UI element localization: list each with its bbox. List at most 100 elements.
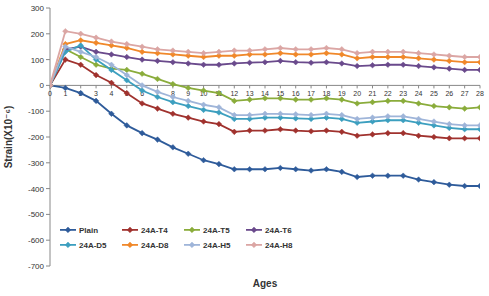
series-marker [231, 98, 237, 104]
series-marker [247, 128, 253, 134]
x-tick-label: 16 [292, 90, 300, 97]
series-marker [278, 165, 284, 171]
series-marker [324, 59, 330, 65]
series-marker [477, 105, 480, 111]
legend-marker [127, 227, 133, 233]
series-marker [416, 56, 422, 62]
legend-label: 24A-T6 [265, 226, 292, 235]
series-marker [216, 62, 222, 68]
series-marker [139, 44, 145, 50]
series-marker [278, 96, 284, 102]
series-marker [431, 103, 437, 109]
series-marker [416, 101, 422, 107]
series-marker [185, 61, 191, 67]
series-marker [139, 101, 145, 107]
series-marker [446, 182, 452, 188]
x-tick-label: 28 [476, 90, 484, 97]
x-tick-label: 25 [430, 90, 438, 97]
series-marker [416, 177, 422, 183]
series-marker [385, 130, 391, 136]
series-marker [462, 106, 468, 112]
x-tick-label: 19 [338, 90, 346, 97]
series-marker [400, 173, 406, 179]
series-marker [216, 49, 222, 55]
series-marker [155, 106, 161, 112]
series-marker [247, 112, 253, 118]
series-marker [354, 56, 360, 62]
series-marker [293, 128, 299, 134]
series-marker [247, 97, 253, 103]
series-marker [446, 53, 452, 59]
series-marker [385, 98, 391, 104]
series-marker [201, 119, 207, 125]
series-marker [262, 59, 268, 65]
series-marker [78, 62, 84, 68]
series-marker [262, 128, 268, 134]
series-marker [170, 94, 176, 100]
series-marker [278, 126, 284, 132]
series-marker [416, 50, 422, 56]
series-marker [324, 45, 330, 51]
series-marker [293, 97, 299, 103]
series-marker [339, 112, 345, 118]
series-marker [400, 114, 406, 120]
series-marker [109, 80, 115, 86]
series-marker [185, 151, 191, 157]
x-tick-label: 1 [63, 90, 67, 97]
y-tick [46, 188, 50, 189]
series-marker [216, 105, 222, 111]
x-tick-label: 0 [48, 90, 52, 97]
series-marker [170, 145, 176, 151]
series-marker [324, 50, 330, 56]
series-marker [155, 94, 161, 100]
series-marker [124, 77, 130, 83]
x-tick [157, 85, 158, 88]
series-marker [201, 157, 207, 163]
y-tick [46, 214, 50, 215]
y-axis-title: Strain(X10⁻⁶) [3, 106, 14, 169]
series-marker [170, 99, 176, 105]
series-marker [370, 173, 376, 179]
series-line [50, 31, 480, 85]
series-marker [477, 59, 480, 65]
series-marker [50, 83, 53, 89]
series-marker [262, 96, 268, 102]
chart: -700-600-500-400-300-200-100010020030001… [0, 0, 489, 296]
series-marker [477, 123, 480, 129]
series-marker [155, 89, 161, 95]
series-marker [446, 66, 452, 72]
series-marker [339, 129, 345, 135]
legend-label: 24A-T5 [203, 226, 230, 235]
series-marker [155, 76, 161, 82]
series-marker [139, 83, 145, 89]
y-tick [46, 266, 50, 267]
series-marker [124, 72, 130, 78]
series-marker [247, 60, 253, 66]
y-tick-label: -300 [28, 159, 45, 168]
x-tick [449, 85, 450, 88]
series-marker [231, 48, 237, 54]
y-tick [46, 111, 50, 112]
series-marker [231, 129, 237, 135]
series-marker [308, 129, 314, 135]
series-marker [339, 46, 345, 52]
legend: Plain24A-T424A-T524A-T624A-D524A-D824A-H… [60, 226, 293, 250]
series-marker [139, 57, 145, 63]
legend-marker [251, 242, 257, 248]
y-tick-label: -600 [28, 236, 45, 245]
legend-marker [189, 227, 195, 233]
series-marker [293, 52, 299, 58]
x-tick-label: 12 [230, 90, 238, 97]
series-marker [339, 61, 345, 67]
y-tick-label: 100 [31, 56, 45, 65]
series-marker [293, 59, 299, 65]
x-tick-label: 24 [415, 90, 423, 97]
series-marker [431, 134, 437, 140]
series-marker [462, 67, 468, 73]
series-marker [78, 54, 84, 60]
y-tick-label: 200 [31, 30, 45, 39]
series-marker [247, 166, 253, 172]
series-marker [400, 98, 406, 104]
series-marker [400, 49, 406, 55]
series-marker [63, 85, 69, 91]
